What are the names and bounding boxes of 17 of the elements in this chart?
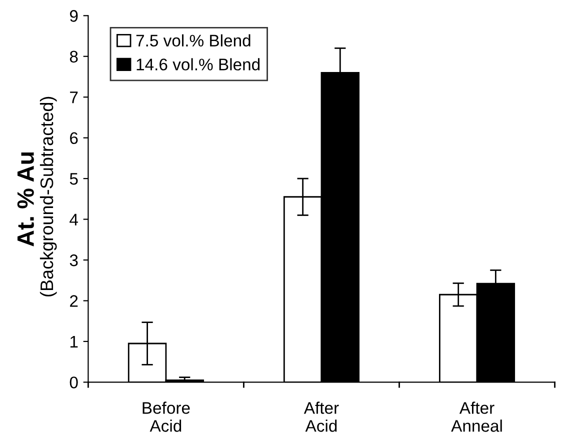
y-tick-label: 6: [70, 132, 78, 144]
y-tick-label: 8: [70, 50, 78, 63]
y-axis-title: At. % Au: [17, 152, 34, 246]
x-tick-label: After Acid: [304, 402, 339, 432]
y-tick-label: 5: [70, 173, 78, 185]
y-tick-label: 9: [70, 10, 78, 22]
text: (Background-Subtracted): [40, 96, 57, 296]
y-tick-label: 3: [70, 254, 78, 266]
y-tick-label: 4: [70, 214, 78, 226]
legend-label: 7.5 vol.% Blend: [136, 34, 250, 47]
y-tick-label: 2: [70, 295, 78, 307]
x-tick-label: Before Acid: [142, 402, 190, 432]
x-tick-label: After Anneal: [451, 402, 502, 432]
y-tick-label: 1: [70, 336, 78, 348]
y-tick-label: 7: [70, 92, 78, 104]
legend-label: 14.6 vol.% Blend: [136, 58, 260, 70]
y-tick-label: 0: [70, 376, 78, 388]
